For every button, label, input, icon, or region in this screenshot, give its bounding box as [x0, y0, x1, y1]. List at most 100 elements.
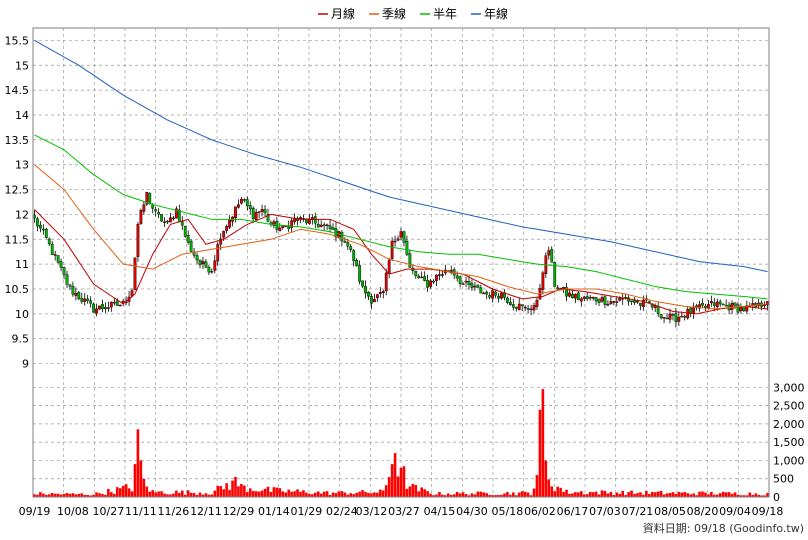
- volume-bar: [692, 493, 695, 497]
- candle-body: [68, 284, 72, 287]
- candle-body: [650, 303, 654, 308]
- legend-label: 年線: [484, 6, 508, 21]
- volume-bar: [65, 493, 69, 497]
- volume-bar: [228, 489, 231, 497]
- candle-body: [508, 302, 512, 305]
- volume-bar: [745, 495, 749, 497]
- candle-body: [547, 250, 551, 256]
- candle-body: [343, 241, 347, 243]
- candle-body: [59, 261, 63, 268]
- volume-bar: [408, 486, 412, 497]
- candle-body: [414, 270, 418, 277]
- candle-body: [166, 220, 169, 223]
- volume-bar: [733, 492, 737, 497]
- candle-body: [677, 316, 681, 322]
- volume-bar: [343, 492, 347, 497]
- candle-body: [251, 207, 255, 219]
- volume-bar: [98, 493, 101, 497]
- volume-bar: [361, 490, 364, 497]
- volume-bar: [458, 493, 462, 497]
- volume-bar: [615, 492, 619, 497]
- volume-bar: [322, 491, 326, 497]
- volume-bar: [494, 495, 497, 497]
- volume-bar: [275, 487, 279, 497]
- price-tick-label: 13.5: [5, 134, 30, 147]
- candle-body: [476, 284, 480, 288]
- candle-body: [606, 304, 610, 306]
- candle-body: [408, 253, 412, 268]
- ma-line: [34, 39, 768, 273]
- candle-body: [101, 304, 104, 309]
- candle-body: [56, 255, 60, 263]
- price-tick-label: 11: [15, 258, 29, 271]
- date-tick-label: 09/19: [19, 505, 51, 518]
- volume-bar: [379, 489, 382, 497]
- volume-bar: [698, 491, 701, 497]
- candle-body: [571, 293, 574, 298]
- candle-body: [219, 238, 223, 245]
- volume-bar: [479, 491, 483, 497]
- candle-body: [573, 293, 577, 299]
- volume-bars: [33, 389, 769, 497]
- volume-bar: [166, 494, 169, 497]
- candle-body: [541, 272, 545, 290]
- candle-body: [228, 219, 231, 228]
- volume-bar: [112, 493, 116, 497]
- date-tick-label: 04/15: [424, 505, 456, 518]
- price-tick-label: 14.5: [5, 84, 30, 97]
- volume-bar: [266, 486, 270, 497]
- candle-body: [355, 260, 359, 267]
- price-tick-label: 10.5: [5, 283, 30, 296]
- candle-body: [458, 276, 462, 284]
- candle-body: [89, 300, 93, 304]
- volume-bar: [80, 493, 84, 497]
- candle-body: [242, 199, 246, 201]
- candle-body: [183, 225, 187, 237]
- candle-body: [532, 305, 536, 311]
- volume-bar: [172, 493, 175, 497]
- volume-bar: [189, 492, 193, 497]
- volume-bar: [254, 491, 258, 497]
- candle-body: [331, 227, 335, 230]
- candle-body: [520, 304, 524, 306]
- volume-bar: [349, 493, 353, 497]
- volume-bar: [121, 485, 125, 497]
- volume-bar: [594, 491, 598, 497]
- volume-bar: [612, 495, 616, 497]
- candle-body: [204, 261, 208, 268]
- volume-bar: [556, 486, 559, 497]
- volume-bar: [210, 494, 214, 497]
- candle-body: [671, 314, 675, 316]
- volume-bar: [393, 453, 397, 497]
- date-tick-label: 02/24: [326, 505, 358, 518]
- date-tick-label: 01/14: [258, 505, 290, 518]
- candle-body: [630, 300, 633, 302]
- volume-bar: [142, 478, 146, 497]
- volume-bar: [367, 493, 370, 497]
- date-tick-label: 03/12: [356, 505, 388, 518]
- candle-body: [535, 299, 539, 308]
- date-tick-label: 12/29: [223, 505, 255, 518]
- candle-body: [115, 300, 119, 306]
- volume-bar: [178, 492, 181, 497]
- candle-body: [482, 292, 486, 295]
- volume-bar: [402, 466, 406, 497]
- volume-bar: [446, 493, 450, 497]
- volume-bar: [553, 491, 557, 497]
- candle-body: [636, 301, 639, 303]
- volume-bar: [715, 494, 719, 497]
- candle-body: [721, 303, 725, 306]
- candle-body: [83, 298, 87, 302]
- candle-body: [375, 294, 379, 299]
- candle-body: [517, 303, 521, 311]
- date-tick-label: 05/18: [492, 505, 524, 518]
- candle-body: [372, 299, 376, 303]
- candle-body: [426, 280, 430, 288]
- candle-body: [80, 298, 84, 302]
- candle-body: [612, 301, 616, 303]
- volume-bar: [656, 491, 660, 497]
- candle-body: [488, 295, 492, 298]
- source-note: 資料日期: 09/18 (Goodinfo.tw): [643, 521, 804, 535]
- candle-body: [142, 204, 146, 212]
- candle-body: [704, 306, 707, 308]
